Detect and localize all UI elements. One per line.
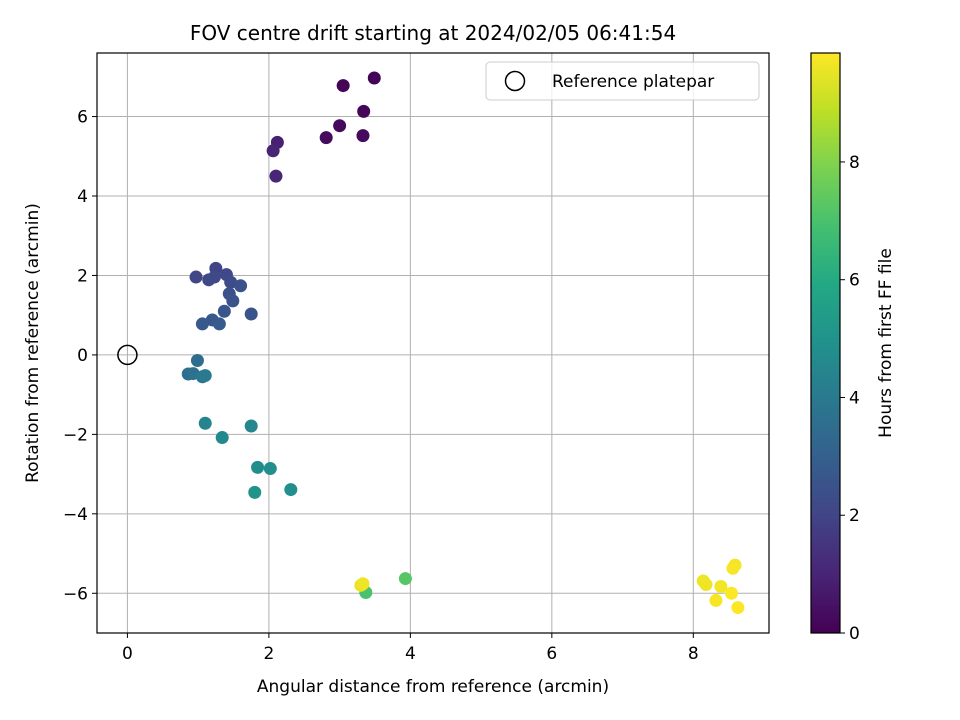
legend-box (485, 61, 760, 101)
data-point (226, 294, 240, 308)
data-point (731, 601, 745, 615)
colorbar-tick-label: 0 (849, 624, 860, 644)
data-point (726, 561, 740, 575)
legend-marker-icon (504, 70, 526, 92)
data-point (215, 431, 229, 445)
scatter-points (181, 71, 745, 615)
x-axis-ticks: 0 2 4 6 8 (122, 633, 699, 664)
colorbar-tick-label: 2 (849, 506, 860, 526)
data-point (269, 169, 283, 183)
data-point (217, 304, 231, 318)
data-point (357, 104, 371, 118)
chart-title: FOV centre drift starting at 2024/02/05 … (190, 21, 676, 45)
y-axis-label: Rotation from reference (arcmin) (23, 203, 43, 483)
y-tick-label: 6 (77, 108, 88, 128)
data-point (190, 353, 204, 367)
data-point (319, 131, 333, 145)
colorbar-label: Hours from first FF file (876, 248, 896, 438)
y-tick-label: 4 (77, 187, 88, 207)
data-point (251, 460, 265, 474)
y-tick-label: −4 (63, 505, 88, 525)
y-tick-label: −6 (63, 584, 88, 604)
data-point (266, 144, 280, 158)
data-point (336, 79, 350, 93)
data-point (195, 317, 209, 331)
grid-lines (97, 53, 769, 633)
data-point (263, 462, 277, 476)
colorbar-gradient (811, 53, 840, 633)
x-tick-label: 8 (688, 644, 699, 664)
colorbar-tick-label: 8 (849, 153, 860, 173)
x-tick-label: 6 (546, 644, 557, 664)
colorbar-frame (810, 52, 841, 634)
reference-platepar-marker (117, 344, 138, 366)
data-point (284, 483, 298, 497)
y-tick-label: 0 (77, 346, 88, 366)
x-axis-label: Angular distance from reference (arcmin) (257, 677, 609, 697)
plot-frame (96, 52, 770, 634)
data-point (367, 71, 381, 85)
data-point (725, 586, 739, 600)
x-tick-label: 2 (263, 644, 274, 664)
reference-marker-layer (117, 344, 138, 366)
x-tick-label: 4 (405, 644, 416, 664)
data-point (244, 307, 258, 321)
data-point (356, 129, 370, 143)
data-point (699, 578, 713, 592)
data-point (224, 275, 238, 289)
data-point (248, 485, 262, 499)
colorbar-tick-label: 6 (849, 271, 860, 291)
y-tick-label: −2 (63, 425, 88, 445)
data-point (234, 279, 248, 293)
colorbar-tick-label: 4 (849, 388, 860, 408)
data-point (714, 580, 728, 594)
legend-entry-reference-platepar: Reference platepar (552, 72, 714, 92)
data-point (212, 317, 226, 331)
y-tick-label: 2 (77, 266, 88, 286)
data-point (333, 119, 347, 133)
data-point (709, 593, 723, 607)
legend: Reference platepar (485, 61, 760, 101)
y-axis-ticks: −6 −4 −2 0 2 4 6 (63, 108, 97, 604)
data-point (189, 270, 203, 284)
data-point (398, 572, 412, 586)
data-point (356, 577, 370, 591)
colorbar-ticks: 0 2 4 6 8 (840, 153, 860, 644)
data-point (202, 273, 216, 287)
data-point (198, 416, 212, 430)
data-point (198, 369, 212, 383)
x-tick-label: 0 (122, 644, 133, 664)
data-point (244, 419, 258, 433)
